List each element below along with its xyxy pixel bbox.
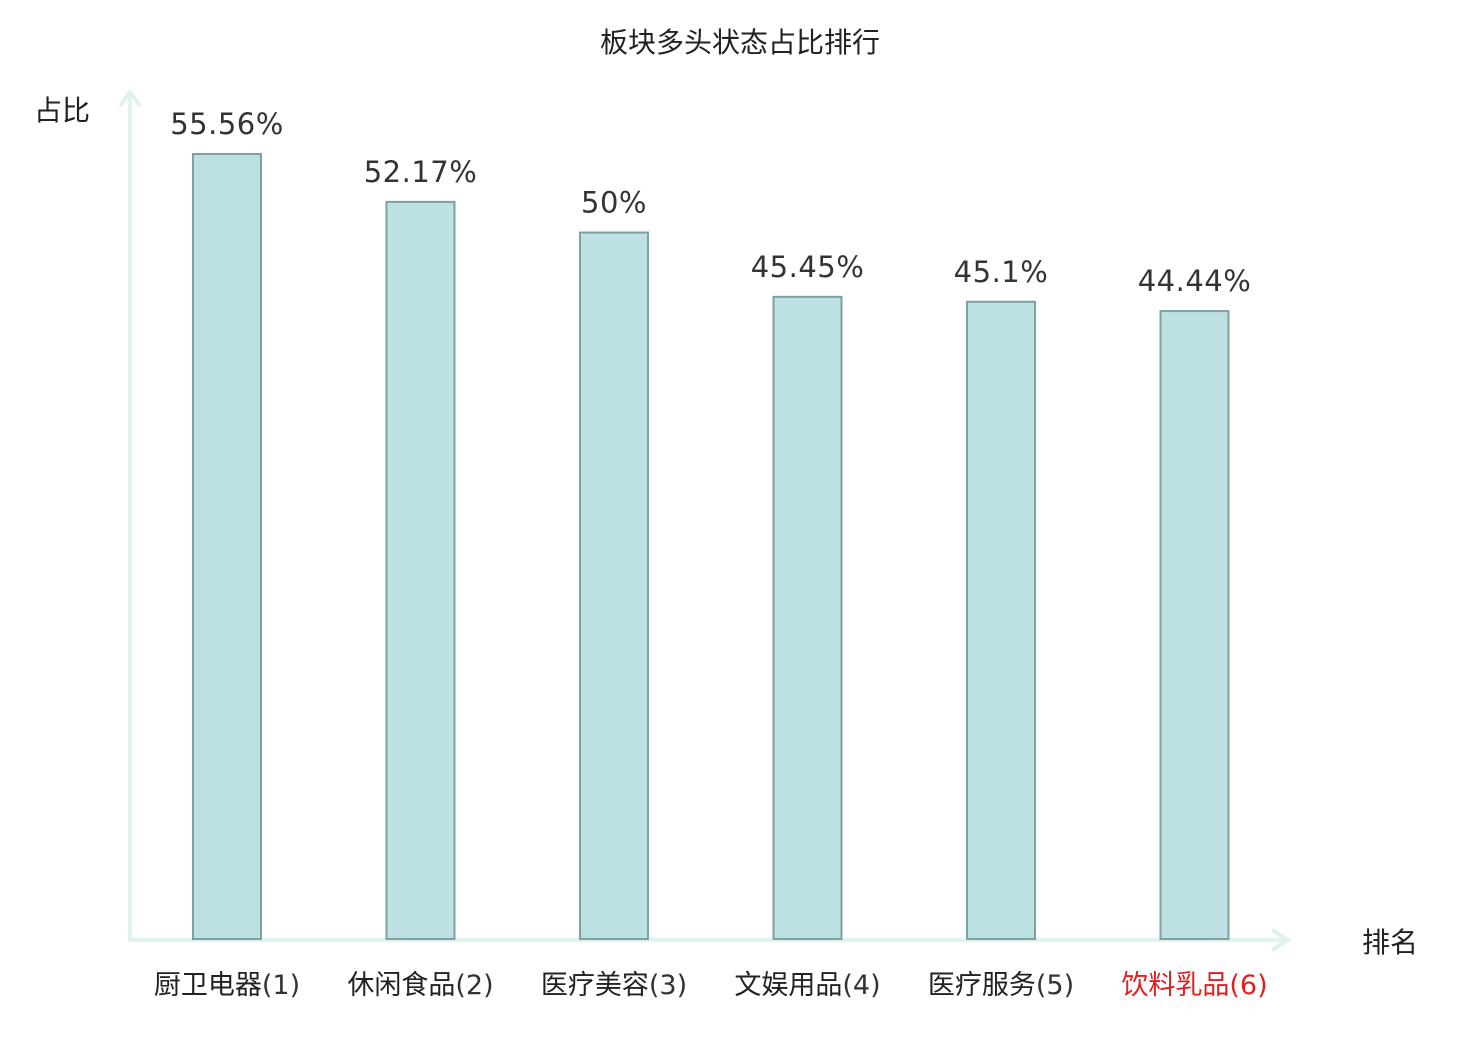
category-rank: (5) xyxy=(1036,970,1074,1001)
category-label: 文娱用品(4) xyxy=(734,970,880,1001)
bar-value-label: 45.1% xyxy=(954,255,1049,289)
category-name: 医疗美容 xyxy=(541,970,649,1001)
category-name: 文娱用品 xyxy=(734,970,842,1001)
category-rank: (6) xyxy=(1229,970,1267,1001)
category-name: 厨卫电器 xyxy=(154,970,262,1001)
value-labels: 55.56% 52.17% 50% 45.45% 45.1% 44.44% xyxy=(170,107,1251,298)
y-axis-label: 占比 xyxy=(34,94,90,127)
category-name: 饮料乳品 xyxy=(1121,970,1229,1001)
bar xyxy=(772,295,843,940)
category-name: 休闲食品 xyxy=(347,970,455,1001)
category-rank: (3) xyxy=(649,970,687,1001)
bar xyxy=(966,300,1036,940)
category-label: 休闲食品(2) xyxy=(347,970,493,1001)
y-axis-arrow xyxy=(118,88,142,108)
bar-value-label: 45.45% xyxy=(751,250,865,284)
category-labels: 厨卫电器(1) 休闲食品(2) 医疗美容(3) 文娱用品(4) 医疗服务(5) 饮料乳品(… xyxy=(154,970,1268,1001)
category-label: 医疗服务(5) xyxy=(928,970,1074,1001)
bar-value-label: 44.44% xyxy=(1138,264,1252,298)
x-axis-arrow xyxy=(1270,928,1292,952)
category-label: 饮料乳品(6) xyxy=(1121,970,1267,1001)
bar-value-label: 52.17% xyxy=(364,155,478,189)
bar xyxy=(385,200,456,941)
x-axis-label: 排名 xyxy=(1362,926,1418,959)
category-rank: (1) xyxy=(262,970,300,1001)
category-name: 医疗服务 xyxy=(928,970,1036,1001)
category-rank: (4) xyxy=(842,970,880,1001)
bar xyxy=(192,153,262,940)
bar xyxy=(1159,310,1230,940)
y-axis: 占比 xyxy=(34,88,142,940)
bar-value-label: 50% xyxy=(581,186,647,220)
bars xyxy=(192,153,1230,941)
x-axis: 排名 xyxy=(128,926,1418,959)
category-rank: (2) xyxy=(455,970,493,1001)
category-label: 医疗美容(3) xyxy=(541,970,687,1001)
category-label: 厨卫电器(1) xyxy=(154,970,300,1001)
bar-value-label: 55.56% xyxy=(170,107,284,141)
bar xyxy=(579,231,649,940)
chart-title: 板块多头状态占比排行 xyxy=(600,26,880,59)
